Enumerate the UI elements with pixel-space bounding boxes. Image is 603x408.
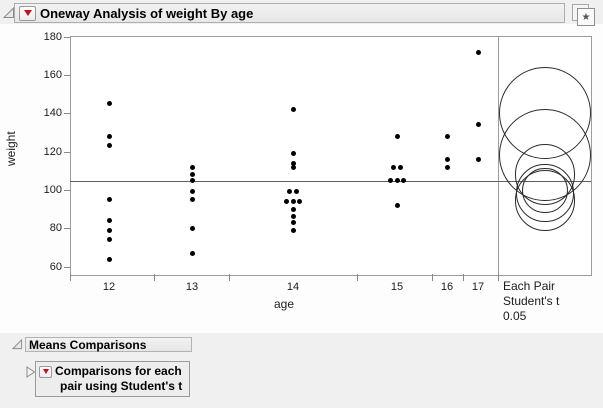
y-axis-tick-label[interactable]: 120 [43, 145, 62, 158]
y-axis-tick [64, 190, 70, 192]
data-point[interactable] [290, 160, 296, 166]
means-comparisons-title-bar[interactable]: Means Comparisons [25, 337, 192, 352]
comparisons-title-line2: pair using Student's t [60, 379, 183, 393]
data-point[interactable] [290, 107, 296, 113]
data-point[interactable] [189, 177, 195, 183]
x-axis-category-label[interactable]: 13 [185, 281, 199, 293]
data-point[interactable] [290, 164, 296, 170]
data-point[interactable] [444, 156, 450, 162]
data-point[interactable] [189, 197, 195, 203]
data-point[interactable] [293, 189, 299, 195]
data-point[interactable] [287, 189, 293, 195]
data-point[interactable] [475, 122, 481, 128]
x-axis-tick [432, 274, 433, 281]
red-triangle-icon [42, 369, 49, 374]
y-axis-tick [64, 75, 70, 77]
data-point[interactable] [106, 227, 112, 233]
data-point[interactable] [106, 197, 112, 203]
data-point[interactable] [290, 227, 296, 233]
y-axis-tick-label[interactable]: 140 [43, 107, 62, 120]
data-point[interactable] [189, 164, 195, 170]
y-axis-tick [64, 266, 70, 268]
grand-mean-line [70, 180, 591, 182]
data-point[interactable] [189, 225, 195, 231]
disclosure-open-icon[interactable] [3, 7, 15, 19]
x-axis-tick [357, 274, 358, 281]
disclosure-closed-icon[interactable] [25, 366, 37, 378]
data-point[interactable] [394, 177, 400, 183]
y-axis-label[interactable]: weight [4, 131, 44, 166]
page-title: Oneway Analysis of weight By age [40, 5, 254, 21]
red-triangle-menu-button-comparisons[interactable] [39, 365, 52, 378]
data-point[interactable] [394, 133, 400, 139]
y-axis-tick [64, 151, 70, 153]
means-comparisons-title: Means Comparisons [29, 337, 147, 352]
data-point[interactable] [444, 164, 450, 170]
data-point[interactable] [189, 172, 195, 178]
legend-line-students-t: Student's t [503, 294, 560, 308]
x-axis-tick [229, 274, 230, 281]
x-axis-tick [154, 274, 155, 281]
y-axis-tick-label[interactable]: 80 [49, 222, 62, 235]
data-point[interactable] [106, 256, 112, 262]
comparisons-each-pair-header[interactable]: Comparisons for each pair using Student'… [35, 361, 190, 397]
oneway-analysis-title-bar[interactable]: Oneway Analysis of weight By age [14, 3, 565, 23]
y-axis-tick-label[interactable]: 180 [43, 30, 62, 43]
legend-line-each-pair: Each Pair [503, 279, 556, 293]
data-point[interactable] [475, 156, 481, 162]
journal-popout-button[interactable]: ★ [572, 4, 595, 26]
x-axis-category-label[interactable]: 15 [390, 281, 404, 293]
comparison-panel-divider [498, 36, 499, 274]
data-point[interactable] [475, 49, 481, 55]
x-axis-category-label[interactable]: 16 [440, 281, 454, 293]
x-axis-category-label[interactable]: 17 [471, 281, 485, 293]
y-axis-tick-label[interactable]: 60 [49, 260, 62, 273]
data-point[interactable] [401, 177, 406, 183]
x-axis-tick [498, 274, 499, 281]
y-axis-tick-label[interactable]: 160 [43, 69, 62, 82]
data-point[interactable] [290, 220, 296, 226]
legend-line-alpha: 0.05 [503, 309, 527, 323]
data-point[interactable] [297, 199, 302, 205]
data-point[interactable] [106, 133, 112, 139]
data-point[interactable] [388, 177, 393, 183]
x-axis-label[interactable]: age [273, 297, 295, 311]
comparison-circle[interactable] [498, 67, 592, 160]
x-axis-tick [463, 274, 464, 281]
y-axis-tick-label[interactable]: 100 [43, 184, 62, 197]
red-triangle-icon [23, 10, 32, 16]
red-triangle-menu-button[interactable] [19, 5, 36, 21]
y-axis-tick [64, 36, 70, 38]
data-point[interactable] [397, 164, 403, 170]
y-axis-tick [64, 113, 70, 115]
data-point[interactable] [106, 143, 112, 149]
data-point[interactable] [290, 206, 296, 212]
data-point[interactable] [106, 237, 112, 243]
data-point[interactable] [391, 164, 397, 170]
data-point[interactable] [290, 151, 296, 157]
data-point[interactable] [106, 101, 112, 107]
x-axis-category-label[interactable]: 14 [286, 281, 300, 293]
disclosure-open-icon-means[interactable] [12, 339, 24, 351]
data-point[interactable] [290, 199, 296, 205]
data-point[interactable] [189, 250, 195, 256]
data-point[interactable] [394, 202, 400, 208]
data-point[interactable] [290, 214, 296, 220]
data-point[interactable] [106, 218, 112, 224]
x-axis-category-label[interactable]: 12 [102, 281, 116, 293]
data-point[interactable] [189, 189, 195, 195]
x-axis-tick [70, 274, 71, 281]
comparisons-title-line1: Comparisons for each [55, 364, 182, 378]
y-axis-tick [64, 228, 70, 230]
comparison-circles-legend: Each Pair Student's t 0.05 [503, 279, 559, 324]
data-point[interactable] [284, 199, 289, 205]
data-point[interactable] [444, 133, 450, 139]
popout-star-icon: ★ [577, 8, 595, 26]
